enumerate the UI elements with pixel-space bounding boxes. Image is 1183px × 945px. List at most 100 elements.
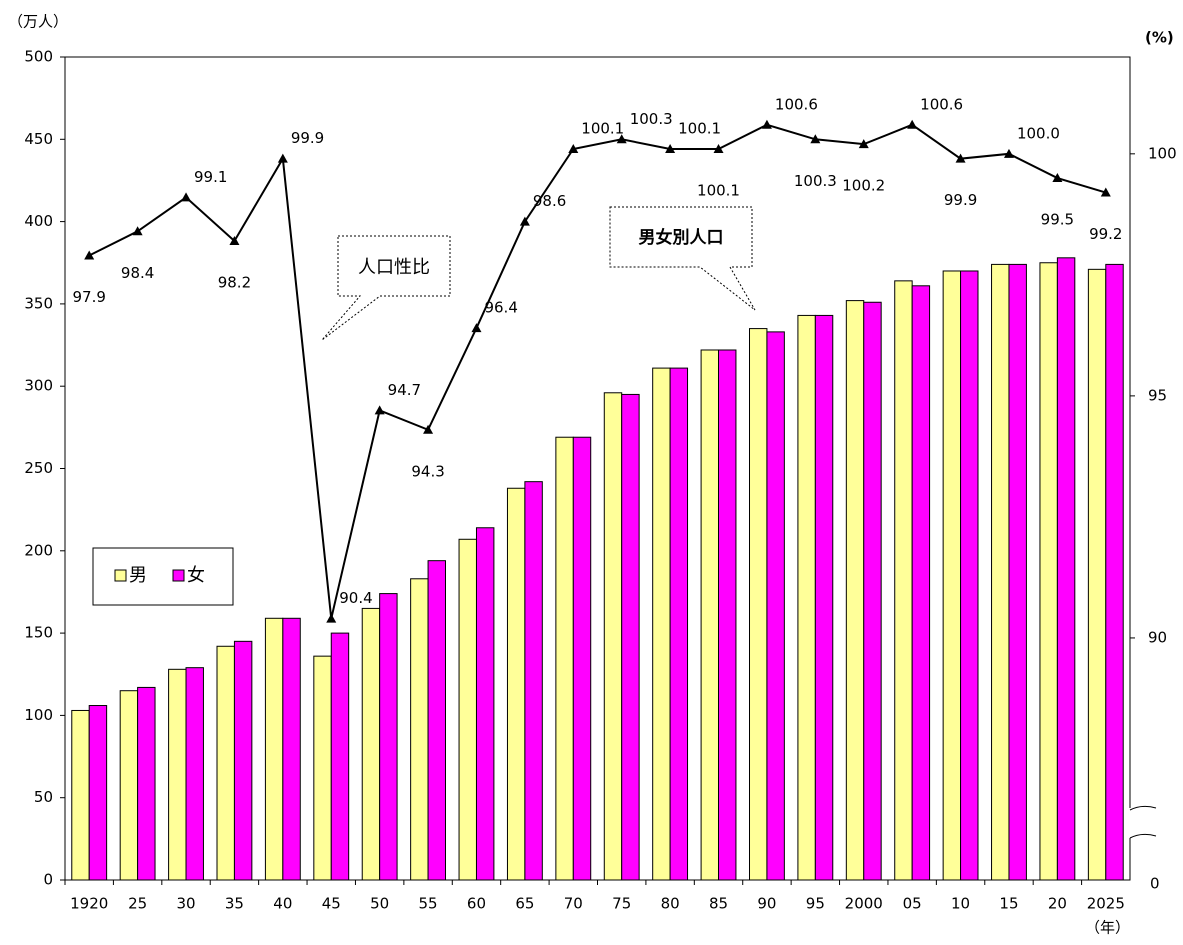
annotation: 人口性比 xyxy=(358,257,430,278)
data-label: 100.1 xyxy=(581,119,624,137)
marker xyxy=(568,143,579,153)
data-label: 100.3 xyxy=(794,172,837,190)
marker xyxy=(665,143,676,153)
bar xyxy=(863,301,882,881)
data-label: 94.7 xyxy=(388,381,421,399)
bar xyxy=(894,280,913,881)
bar xyxy=(1008,263,1027,881)
bar xyxy=(603,392,623,881)
x-tick-label: 05 xyxy=(903,895,922,913)
marker xyxy=(132,226,143,236)
axis-break-mask xyxy=(1126,808,1136,838)
data-label: 98.4 xyxy=(121,264,154,282)
bar xyxy=(427,560,446,881)
marker xyxy=(761,119,772,129)
data-label: 99.5 xyxy=(1041,211,1074,229)
legend-box xyxy=(92,547,234,606)
marker xyxy=(326,613,337,623)
x-tick-label: 95 xyxy=(806,895,825,913)
data-label: 100.0 xyxy=(1017,124,1060,142)
bar xyxy=(991,263,1010,881)
y-tick-label: 150 xyxy=(24,624,53,642)
bar xyxy=(814,314,834,881)
legend-label: 女 xyxy=(187,565,205,586)
marker xyxy=(1052,173,1063,183)
bar xyxy=(282,617,301,881)
x-unit: （年） xyxy=(1085,919,1130,937)
bar xyxy=(410,578,429,881)
y2-tick-label: 100 xyxy=(1148,144,1177,162)
data-label: 100.1 xyxy=(697,181,740,199)
bar xyxy=(1105,263,1124,881)
x-tick-label: 50 xyxy=(370,895,389,913)
bar xyxy=(911,285,931,881)
marker xyxy=(907,119,918,129)
x-tick-label: 90 xyxy=(757,895,776,913)
marker xyxy=(374,405,385,415)
y-tick-label: 100 xyxy=(24,706,53,724)
data-label: 99.9 xyxy=(944,191,977,209)
bar xyxy=(313,655,332,881)
x-tick-label: 35 xyxy=(225,895,244,913)
callout-sex-ratio: 人口性比 xyxy=(321,235,451,341)
data-label: 100.6 xyxy=(775,95,818,113)
y2-tick-label: 90 xyxy=(1148,628,1167,646)
bar xyxy=(942,270,962,881)
bar xyxy=(379,593,398,881)
y-tick-label: 250 xyxy=(24,459,53,477)
data-label: 98.2 xyxy=(218,273,251,291)
y-tick-label: 500 xyxy=(24,48,53,66)
data-label: 99.2 xyxy=(1089,225,1122,243)
marker xyxy=(1003,148,1014,158)
marker xyxy=(277,153,288,163)
x-tick-label: 2000 xyxy=(845,895,883,913)
bar xyxy=(718,349,737,881)
callout-population: 男女別人口 xyxy=(609,206,756,311)
data-label: 100.1 xyxy=(678,119,721,137)
marker xyxy=(423,424,434,434)
bar xyxy=(669,367,689,881)
data-label: 97.9 xyxy=(73,288,106,306)
x-tick-label: 75 xyxy=(612,895,631,913)
bar xyxy=(475,527,495,881)
data-label: 100.6 xyxy=(920,95,963,113)
y-tick-label: 350 xyxy=(24,294,53,312)
marker xyxy=(1100,187,1111,197)
marker xyxy=(713,143,724,153)
bar xyxy=(524,481,543,881)
data-label: 94.3 xyxy=(411,462,444,480)
marker xyxy=(616,134,627,144)
bar xyxy=(1039,262,1058,881)
bar xyxy=(330,632,350,881)
data-label: 99.1 xyxy=(194,168,227,186)
marker xyxy=(471,323,482,333)
y2-bottom-label: 0 xyxy=(1150,875,1160,893)
y-tick-label: 450 xyxy=(24,130,53,148)
bar xyxy=(185,667,204,881)
bar xyxy=(1087,268,1107,881)
x-tick-label: 40 xyxy=(273,895,292,913)
bar xyxy=(137,686,156,881)
x-tick-label: 55 xyxy=(419,895,438,913)
bar xyxy=(264,617,284,881)
bar xyxy=(506,487,526,881)
bar xyxy=(621,393,640,881)
x-tick-label: 1920 xyxy=(70,895,108,913)
bar xyxy=(555,436,574,881)
data-label: 98.6 xyxy=(533,192,566,210)
bar xyxy=(119,690,139,881)
data-label: 100.3 xyxy=(630,110,673,128)
bar xyxy=(1056,257,1076,881)
marker xyxy=(229,235,240,245)
bar xyxy=(766,331,785,881)
axis-break xyxy=(1129,805,1157,839)
x-tick-label: 80 xyxy=(661,895,680,913)
x-tick-label: 20 xyxy=(1048,895,1067,913)
bar xyxy=(361,607,381,881)
bar xyxy=(749,328,768,881)
bar xyxy=(700,349,720,881)
x-tick-label: 45 xyxy=(322,895,341,913)
data-label: 96.4 xyxy=(484,299,517,317)
data-label: 90.4 xyxy=(339,589,372,607)
